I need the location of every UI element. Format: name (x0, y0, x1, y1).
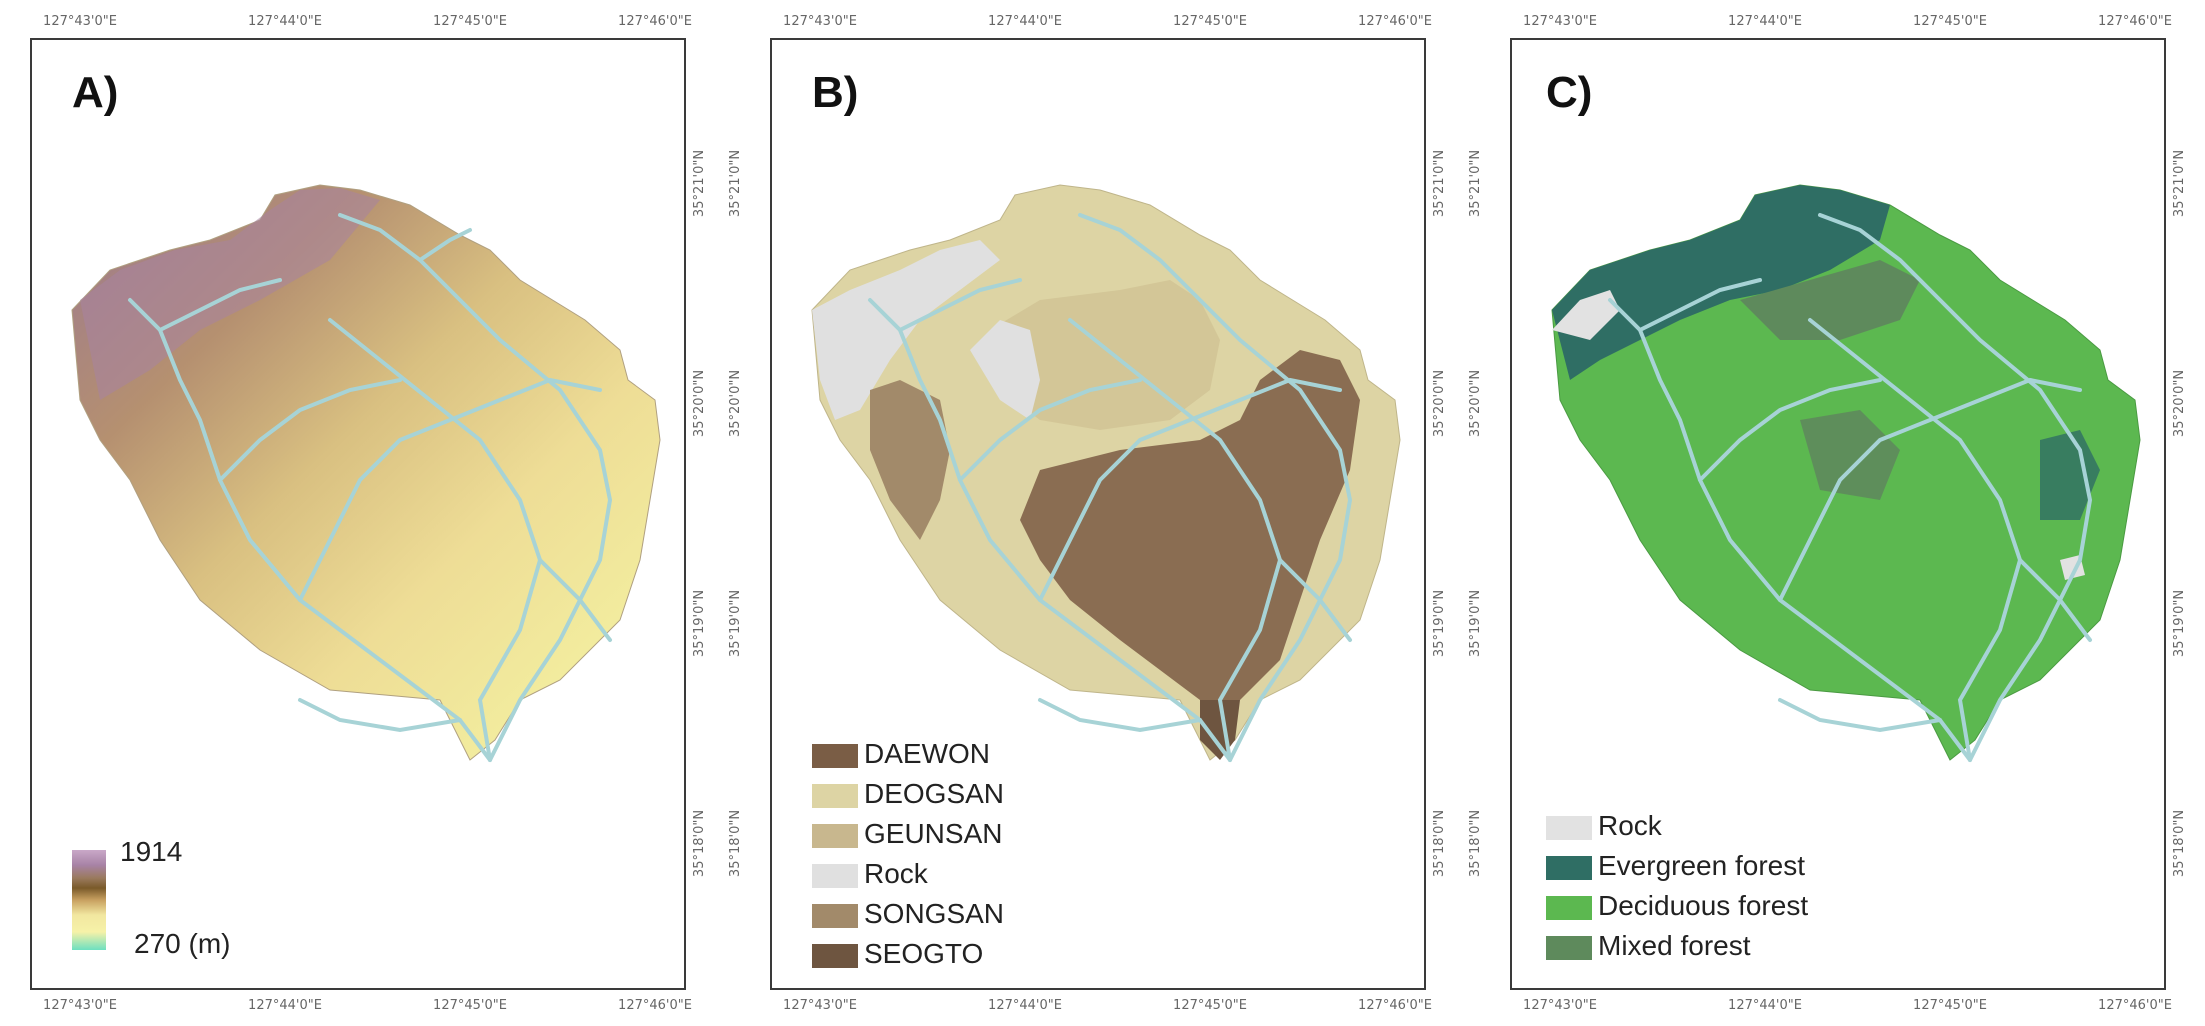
lat-tick-right-4: 35°18'0"N (692, 809, 708, 878)
legend-label: Evergreen forest (1598, 850, 1805, 881)
lat-tick-left-2: 35°20'0"N (0, 369, 4, 438)
lon-tick-top-2: 127°44'0"E (1728, 14, 1802, 29)
lon-tick-top-1: 127°43'0"E (1523, 14, 1597, 29)
lat-tick-left-3: 35°19'0"N (728, 589, 744, 658)
legend-swatch (812, 784, 858, 808)
rock-zone-2 (970, 320, 1040, 420)
lon-tick-top-4: 127°46'0"E (1358, 14, 1432, 29)
legend-label: SEOGTO (864, 938, 984, 969)
legend-label: GEUNSAN (864, 818, 1003, 849)
lon-tick-top-3: 127°45'0"E (1173, 14, 1247, 29)
legend-swatch (812, 824, 858, 848)
lat-tick-left-4: 35°18'0"N (1468, 809, 1484, 878)
lat-tick-right-1: 35°21'0"N (692, 149, 708, 218)
lat-tick-right-2: 35°20'0"N (2172, 369, 2188, 438)
streams-b (868, 213, 1353, 762)
lat-tick-left-1: 35°21'0"N (1468, 149, 1484, 218)
lat-tick-left-1: 35°21'0"N (728, 149, 744, 218)
lon-tick-top-3: 127°45'0"E (433, 14, 507, 29)
songsan-zone (870, 380, 950, 540)
legend-swatch (812, 904, 858, 928)
lat-tick-right-2: 35°20'0"N (1432, 369, 1448, 438)
lon-tick-top-2: 127°44'0"E (248, 14, 322, 29)
lon-tick-bottom-4: 127°46'0"E (618, 998, 692, 1013)
map-b-watershed (811, 184, 1401, 762)
lon-tick-top-4: 127°46'0"E (2098, 14, 2172, 29)
lon-tick-bottom-1: 127°43'0"E (783, 998, 857, 1013)
mixed-zone-1 (1740, 260, 1920, 340)
lon-tick-bottom-1: 127°43'0"E (1523, 998, 1597, 1013)
lon-tick-top-4: 127°46'0"E (618, 14, 692, 29)
map-a-watershed (71, 184, 661, 762)
lat-tick-right-3: 35°19'0"N (692, 589, 708, 658)
panel-label-c: C) (1546, 68, 1593, 117)
lat-tick-left-4: 35°18'0"N (0, 809, 4, 878)
streams-c (1608, 213, 2093, 762)
daewon-zone (1020, 350, 1360, 700)
lon-tick-bottom-4: 127°46'0"E (2098, 998, 2172, 1013)
lon-tick-bottom-2: 127°44'0"E (988, 998, 1062, 1013)
lat-tick-left-3: 35°19'0"N (0, 589, 4, 658)
panel-label-b: B) (812, 68, 859, 117)
lat-tick-right-3: 35°19'0"N (1432, 589, 1448, 658)
lon-tick-top-1: 127°43'0"E (783, 14, 857, 29)
lon-tick-bottom-4: 127°46'0"E (1358, 998, 1432, 1013)
panel-a-elevation: A) 127°43'0"E 127°44'0"E 127°45'0"E 127°… (0, 0, 716, 1026)
legend-swatch (812, 864, 858, 888)
legend-swatch (812, 744, 858, 768)
seogto-zone (1200, 700, 1240, 760)
lat-tick-right-2: 35°20'0"N (692, 369, 708, 438)
legend-label: DEOGSAN (864, 778, 1005, 809)
legend-swatch (812, 944, 858, 968)
elevation-max-label: 1914 (120, 836, 183, 867)
panel-b-geology: B) 127°43'0"E 127°44'0"E 127°45'0"E 127°… (728, 0, 1456, 1026)
legend-swatch (1546, 816, 1592, 840)
lat-tick-left-2: 35°20'0"N (728, 369, 744, 438)
legend-swatch (1546, 896, 1592, 920)
rock-zone-c1 (1552, 290, 1620, 340)
lat-tick-left-4: 35°18'0"N (728, 809, 744, 878)
evergreen-zone-north (1552, 185, 1890, 380)
legend-label: Mixed forest (1598, 930, 1751, 961)
streams-a (128, 213, 613, 762)
evergreen-zone-east (2040, 430, 2100, 520)
legend-swatch (1546, 856, 1592, 880)
legend-label: DAEWON (864, 738, 990, 769)
lon-tick-bottom-2: 127°44'0"E (1728, 998, 1802, 1013)
legend-label: Rock (1598, 810, 1662, 841)
lon-tick-bottom-1: 127°43'0"E (43, 998, 117, 1013)
lat-tick-right-4: 35°18'0"N (1432, 809, 1448, 878)
lon-tick-bottom-2: 127°44'0"E (248, 998, 322, 1013)
map-c-watershed (1551, 184, 2141, 762)
panel-label-a: A) (72, 68, 119, 117)
elevation-colorbar (72, 850, 106, 950)
legend-label: Rock (864, 858, 928, 889)
lon-tick-bottom-3: 127°45'0"E (433, 998, 507, 1013)
lat-tick-right-1: 35°21'0"N (2172, 149, 2188, 218)
legend-label: Deciduous forest (1598, 890, 1809, 921)
lon-tick-top-1: 127°43'0"E (43, 14, 117, 29)
lon-tick-bottom-3: 127°45'0"E (1913, 998, 1987, 1013)
lat-tick-right-4: 35°18'0"N (2172, 809, 2188, 878)
legend-swatch (1546, 936, 1592, 960)
lon-tick-top-2: 127°44'0"E (988, 14, 1062, 29)
lat-tick-left-1: 35°21'0"N (0, 149, 4, 218)
lon-tick-bottom-3: 127°45'0"E (1173, 998, 1247, 1013)
lat-tick-right-3: 35°19'0"N (2172, 589, 2188, 658)
lat-tick-left-2: 35°20'0"N (1468, 369, 1484, 438)
mixed-zone-2 (1800, 410, 1900, 500)
lat-tick-left-3: 35°19'0"N (1468, 589, 1484, 658)
legend-label: SONGSAN (864, 898, 1005, 929)
elevation-min-label: 270 (m) (134, 928, 231, 959)
lon-tick-top-3: 127°45'0"E (1913, 14, 1987, 29)
panel-c-landcover: C) 127°43'0"E 127°44'0"E 127°45'0"E 127°… (1468, 0, 2196, 1026)
rock-zone-1 (812, 240, 1000, 420)
lat-tick-right-1: 35°21'0"N (1432, 149, 1448, 218)
